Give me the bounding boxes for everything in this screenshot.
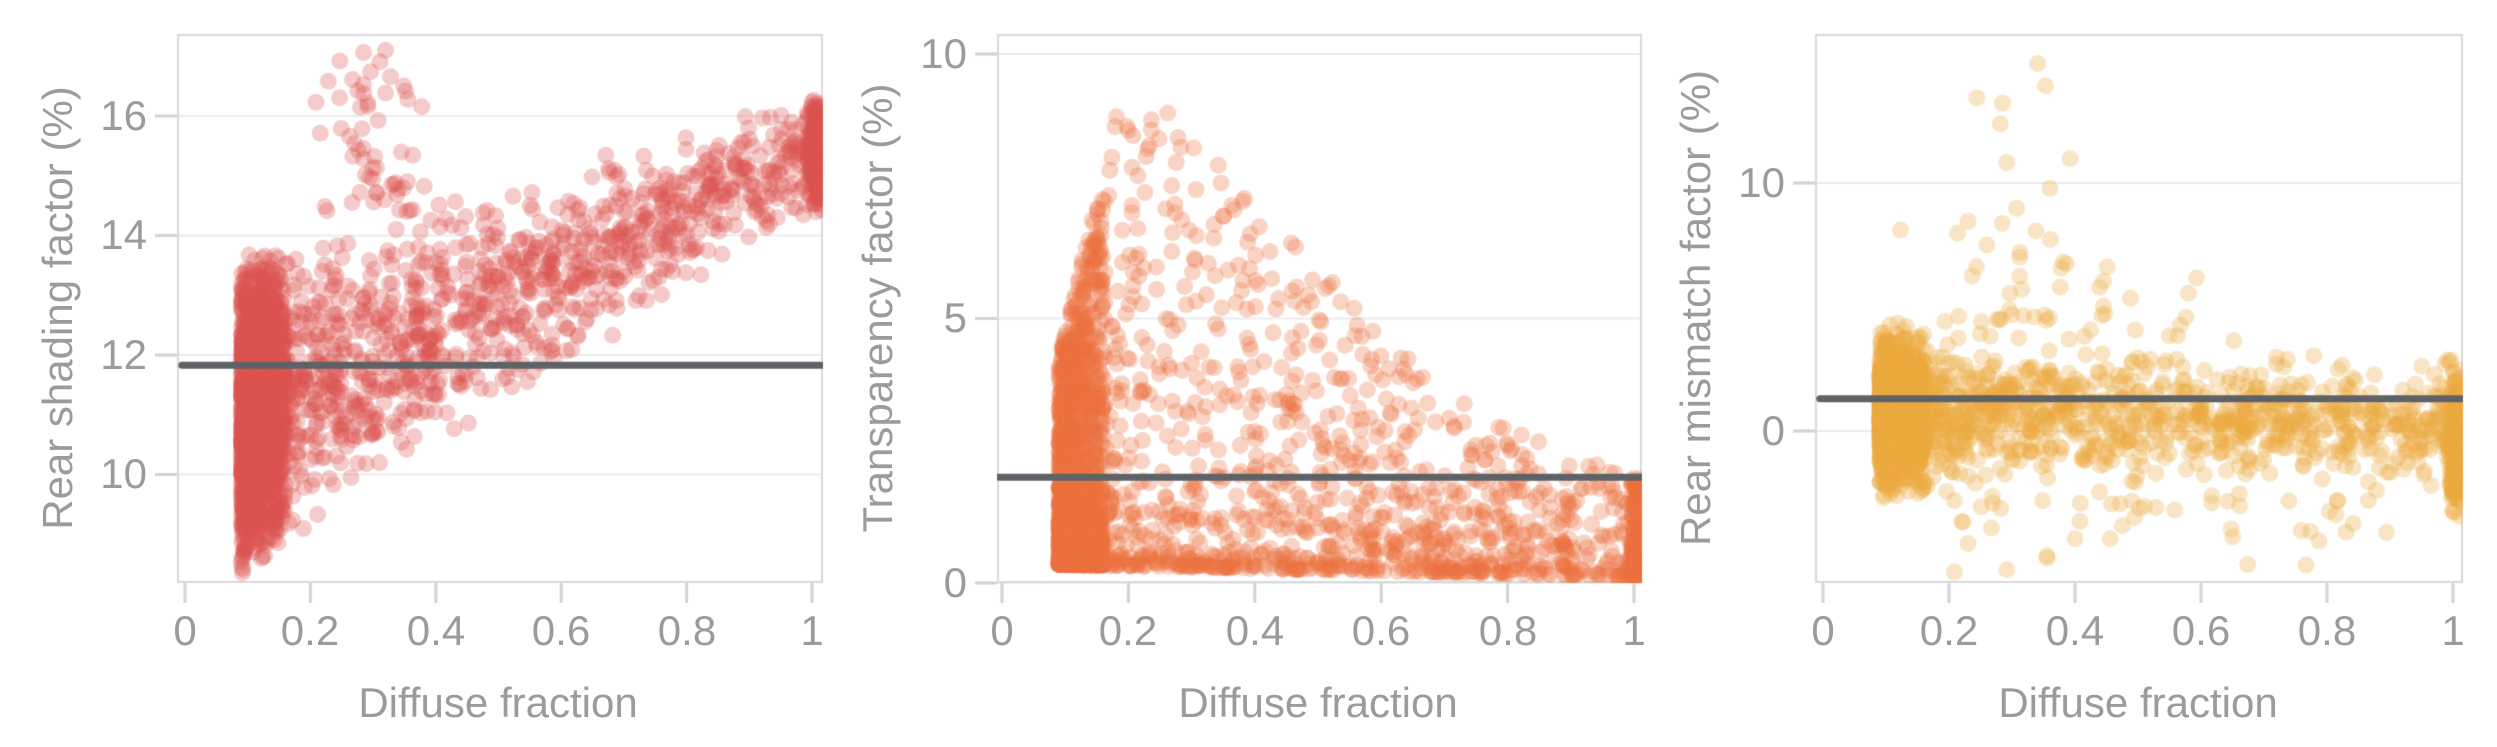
x-tick-label: 0.2 bbox=[1919, 607, 1979, 654]
x-tick-label: 1 bbox=[1622, 607, 1646, 654]
y-tick-label: 10 bbox=[920, 30, 967, 77]
x-tick-label: 1 bbox=[2441, 607, 2465, 654]
x-tick-label: 0.4 bbox=[406, 607, 466, 654]
x-tick-label: 1 bbox=[800, 607, 824, 654]
x-axis-title: Diffuse fraction bbox=[1998, 679, 2278, 726]
x-tick-label: 0.6 bbox=[1351, 607, 1411, 654]
x-axis-title: Diffuse fraction bbox=[358, 679, 638, 726]
x-tick-label: 0.2 bbox=[280, 607, 340, 654]
y-tick-label: 10 bbox=[1738, 159, 1785, 206]
y-tick-label: 16 bbox=[100, 92, 147, 139]
y-axis-title: Rear mismatch factor (%) bbox=[1672, 69, 1719, 547]
y-tick-label: 0 bbox=[1761, 407, 1785, 454]
x-axis-title: Diffuse fraction bbox=[1178, 679, 1458, 726]
x-tick-label: 0.8 bbox=[657, 607, 717, 654]
x-tick-label: 0 bbox=[990, 607, 1014, 654]
x-tick-label: 0.2 bbox=[1098, 607, 1158, 654]
y-tick-label: 5 bbox=[943, 294, 967, 341]
y-tick-label: 0 bbox=[943, 559, 967, 606]
y-tick-label: 12 bbox=[100, 331, 147, 378]
x-tick-label: 0.4 bbox=[2045, 607, 2105, 654]
x-tick-label: 0 bbox=[173, 607, 197, 654]
x-tick-label: 0.6 bbox=[531, 607, 591, 654]
x-tick-label: 0.4 bbox=[1225, 607, 1285, 654]
x-tick-label: 0.8 bbox=[2297, 607, 2357, 654]
x-tick-label: 0.6 bbox=[2171, 607, 2231, 654]
x-tick-label: 0 bbox=[1811, 607, 1835, 654]
x-tick-label: 0.8 bbox=[1478, 607, 1538, 654]
y-tick-label: 10 bbox=[100, 450, 147, 497]
y-tick-label: 14 bbox=[100, 211, 147, 258]
